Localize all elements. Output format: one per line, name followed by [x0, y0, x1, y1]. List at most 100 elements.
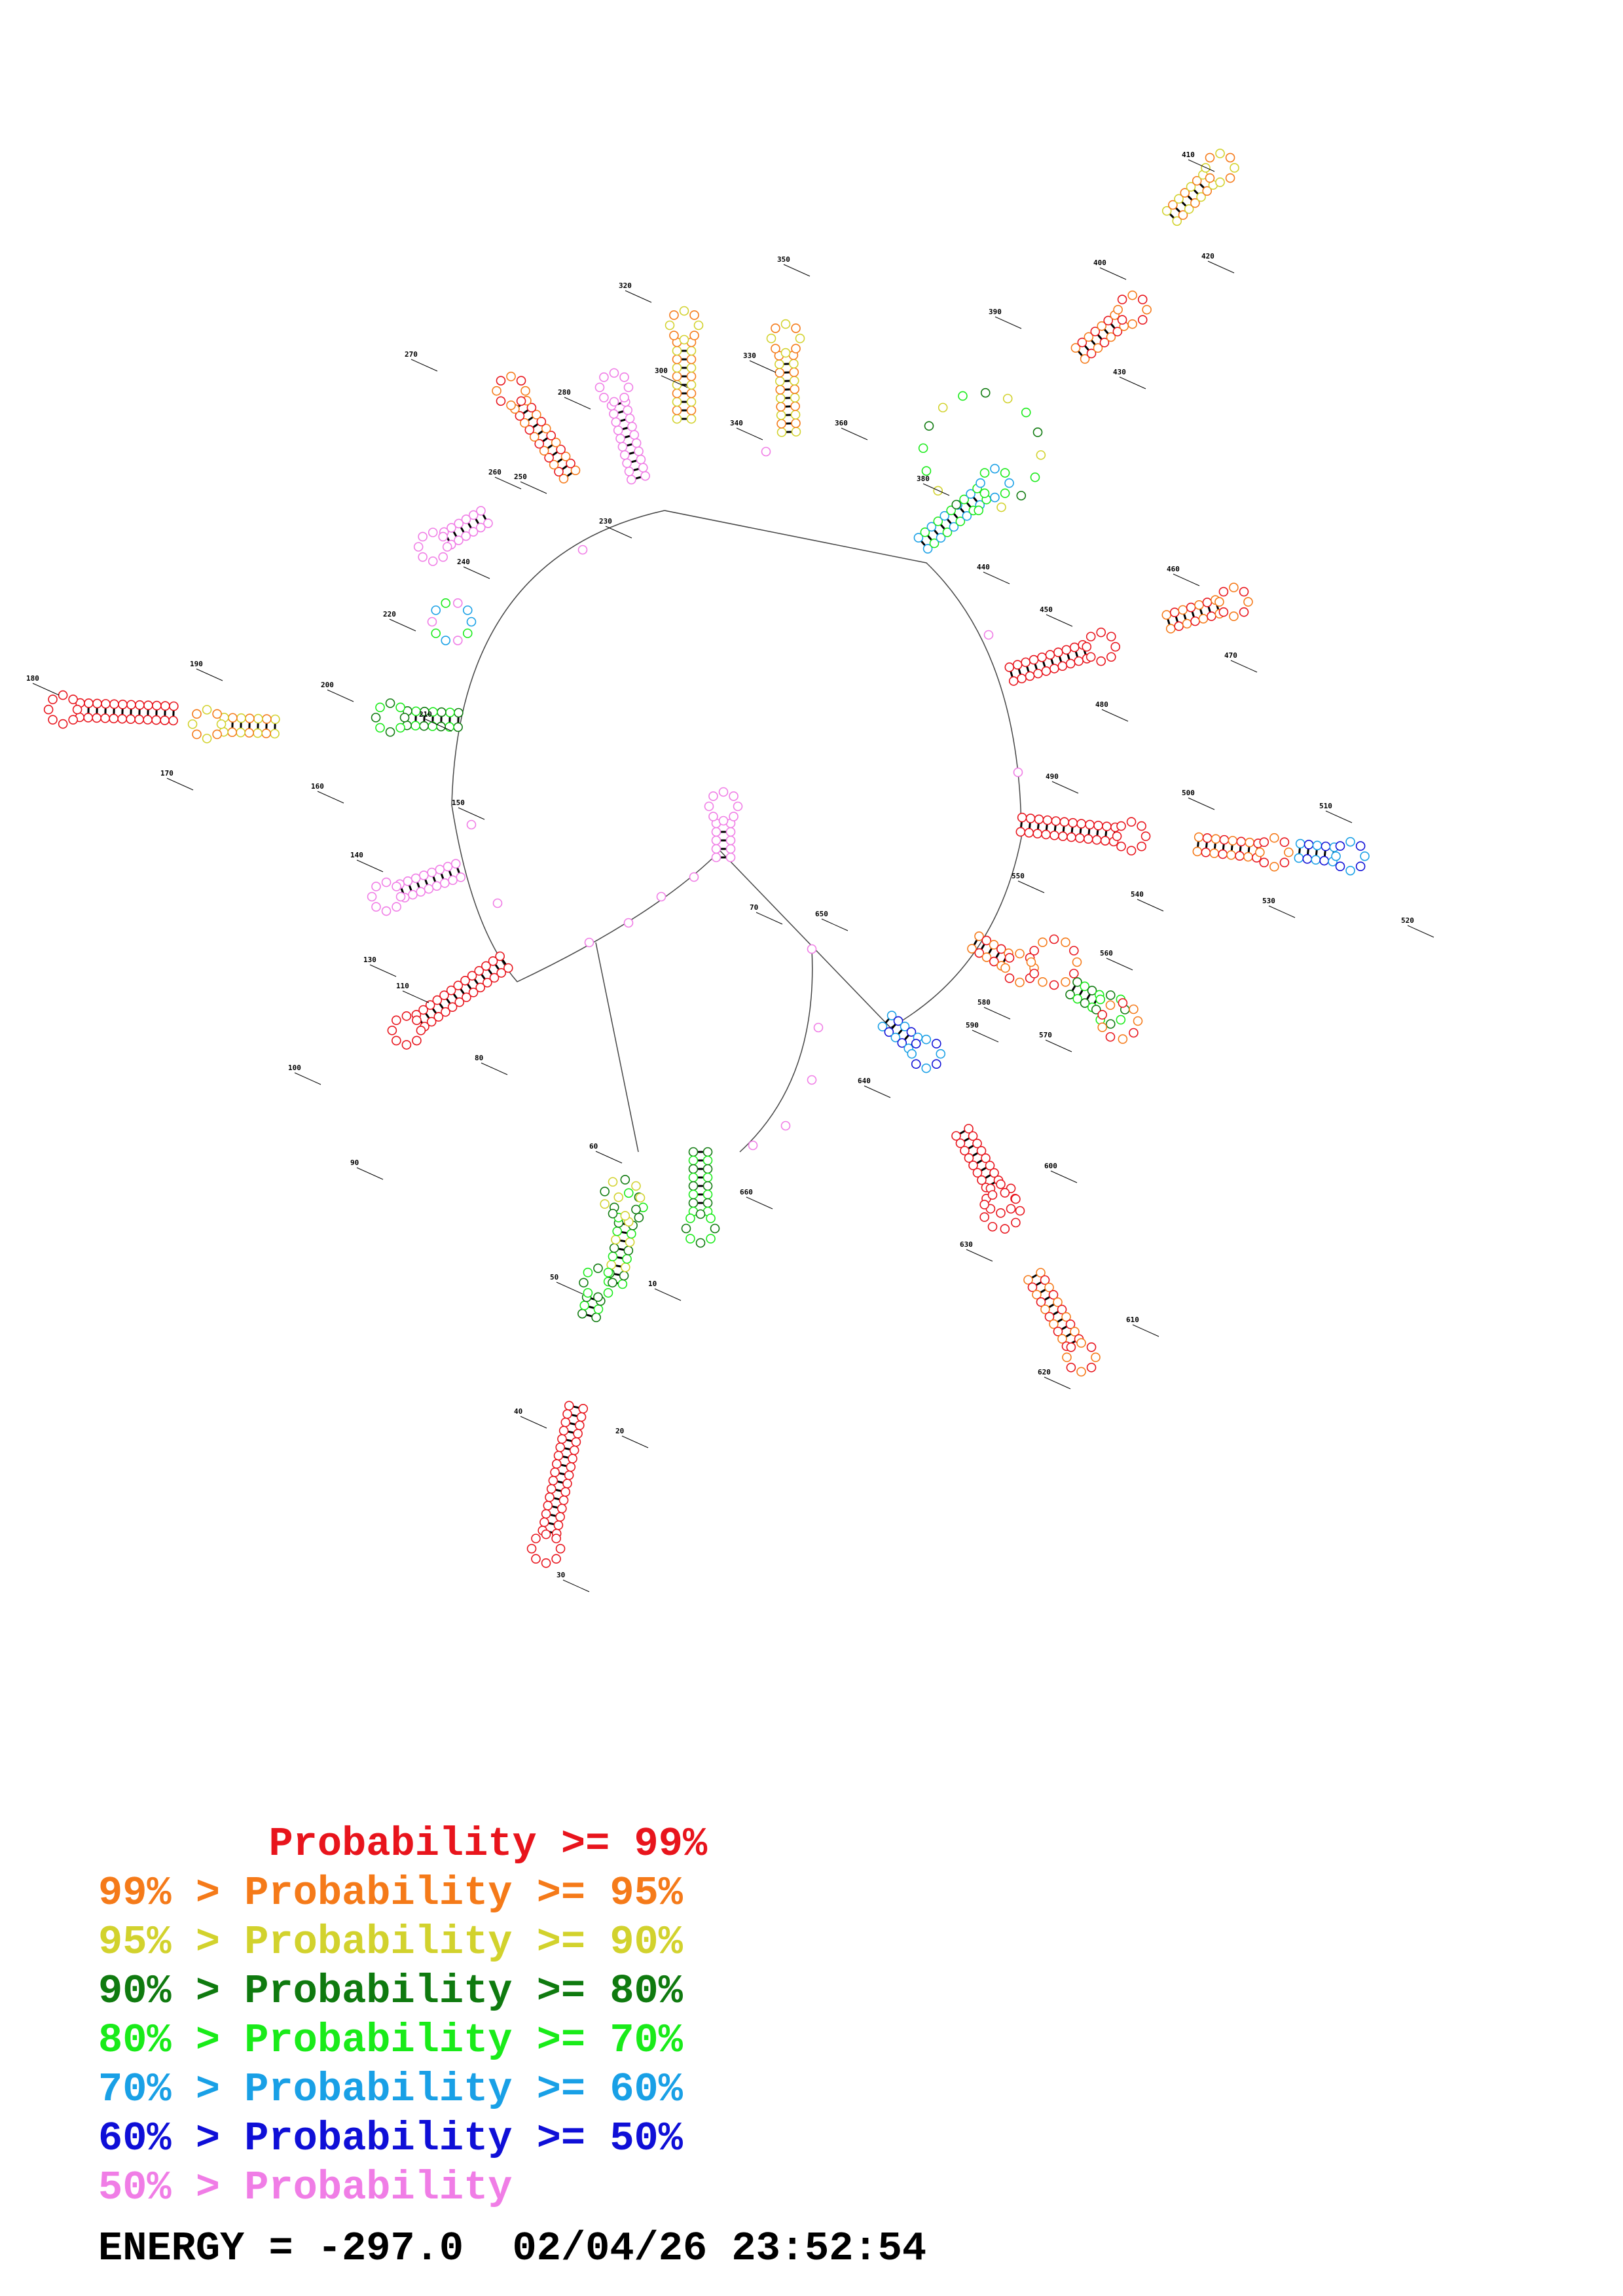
label-leader — [556, 1282, 583, 1295]
legend-prefix — [98, 1821, 268, 1867]
label-leader — [1173, 573, 1200, 586]
nucleotide — [1065, 658, 1076, 669]
nucleotide — [468, 510, 479, 520]
base-pair-bond — [537, 430, 544, 436]
nucleotide — [1112, 831, 1122, 841]
nucleotide — [996, 944, 1006, 954]
nucleotide — [270, 714, 280, 725]
label-leader — [1051, 781, 1079, 794]
nucleotide — [1033, 668, 1043, 679]
nucleotide — [418, 1005, 428, 1015]
nucleotide — [918, 443, 928, 454]
nucleotide — [617, 1279, 628, 1289]
nucleotide — [609, 368, 619, 378]
nucleotide — [454, 518, 464, 529]
label-leader — [605, 526, 632, 539]
base-pair-bond — [1035, 1281, 1042, 1287]
position-label: 320 — [619, 281, 632, 290]
nucleotide — [619, 372, 629, 382]
base-pair-bond — [1071, 984, 1076, 992]
base-pair-bond — [541, 437, 549, 442]
nucleotide — [1057, 1304, 1067, 1315]
nucleotide — [1190, 616, 1200, 626]
nucleotide — [1000, 963, 1010, 973]
nucleotide — [100, 713, 110, 723]
nucleotide — [1082, 641, 1092, 652]
nucleotide — [1040, 1304, 1050, 1314]
nucleotide — [426, 1016, 437, 1027]
nucleotide — [1074, 656, 1084, 666]
legend-prefix: 80% > — [98, 2017, 245, 2064]
nucleotide — [688, 1164, 699, 1174]
label-leader — [564, 397, 591, 410]
nucleotide — [636, 454, 646, 465]
nucleotide — [711, 835, 721, 846]
nucleotide — [974, 931, 984, 941]
nucleotide — [1321, 841, 1331, 852]
nucleotide — [613, 1192, 624, 1202]
nucleotide — [1038, 977, 1048, 987]
legend-row: 80% > Probability >= 70% — [98, 2016, 707, 2065]
nucleotide — [135, 700, 145, 710]
nucleotide — [600, 1199, 610, 1209]
nucleotide — [557, 1434, 567, 1444]
nucleotide — [926, 522, 937, 532]
nucleotide — [1184, 204, 1194, 214]
nucleotide — [1017, 812, 1027, 823]
nucleotide — [1192, 846, 1203, 857]
nucleotide — [228, 713, 238, 723]
nucleotide — [689, 331, 699, 340]
nucleotide — [1093, 343, 1103, 353]
nucleotide — [118, 699, 128, 709]
nucleotide — [672, 363, 682, 373]
nucleotide — [244, 728, 254, 738]
nucleotide — [665, 320, 675, 331]
nucleotide — [1137, 315, 1148, 325]
nucleotide — [375, 702, 385, 713]
nucleotide — [708, 812, 718, 821]
nucleotide — [1117, 315, 1127, 325]
position-label: 470 — [1224, 651, 1237, 660]
base-pair-bond — [1039, 1288, 1047, 1294]
position-label: 170 — [160, 769, 173, 778]
nucleotide — [932, 1059, 941, 1069]
nucleotide — [253, 713, 263, 724]
position-label: 340 — [730, 419, 743, 427]
base-pair-bond — [1085, 993, 1091, 1001]
nucleotide — [495, 951, 505, 961]
nucleotide — [117, 713, 127, 724]
nucleotide — [1072, 977, 1082, 987]
nucleotide — [410, 721, 420, 731]
nucleotide — [1095, 994, 1106, 1005]
nucleotide — [593, 1304, 604, 1314]
nucleotide — [620, 1211, 630, 1221]
nucleotide — [431, 605, 441, 615]
nucleotide — [761, 446, 771, 457]
nucleotide — [1186, 602, 1196, 613]
nucleotide — [475, 522, 486, 533]
nucleotide — [520, 386, 530, 396]
nucleotide — [686, 405, 697, 416]
nucleotide — [531, 1554, 541, 1564]
nucleotide — [496, 376, 506, 386]
base-pair-bond — [527, 416, 534, 422]
base-pair-bond — [1222, 843, 1225, 851]
nucleotide — [1243, 852, 1253, 862]
label-leader — [494, 476, 522, 490]
nucleotide — [686, 388, 697, 399]
nucleotide — [1335, 841, 1345, 851]
nucleotide — [447, 1002, 458, 1012]
base-pair-bond — [474, 518, 480, 525]
nucleotide — [711, 852, 721, 863]
nucleotide — [531, 1534, 541, 1543]
nucleotide — [492, 386, 501, 396]
nucleotide — [1192, 175, 1202, 186]
position-label: 630 — [960, 1240, 973, 1249]
base-pair-bond — [617, 410, 625, 414]
nucleotide — [1041, 829, 1051, 840]
nucleotide — [416, 1026, 426, 1035]
nucleotide — [775, 368, 785, 378]
nucleotide — [534, 439, 545, 449]
nucleotide — [1027, 1282, 1038, 1293]
backbone-lines — [451, 510, 1022, 1153]
